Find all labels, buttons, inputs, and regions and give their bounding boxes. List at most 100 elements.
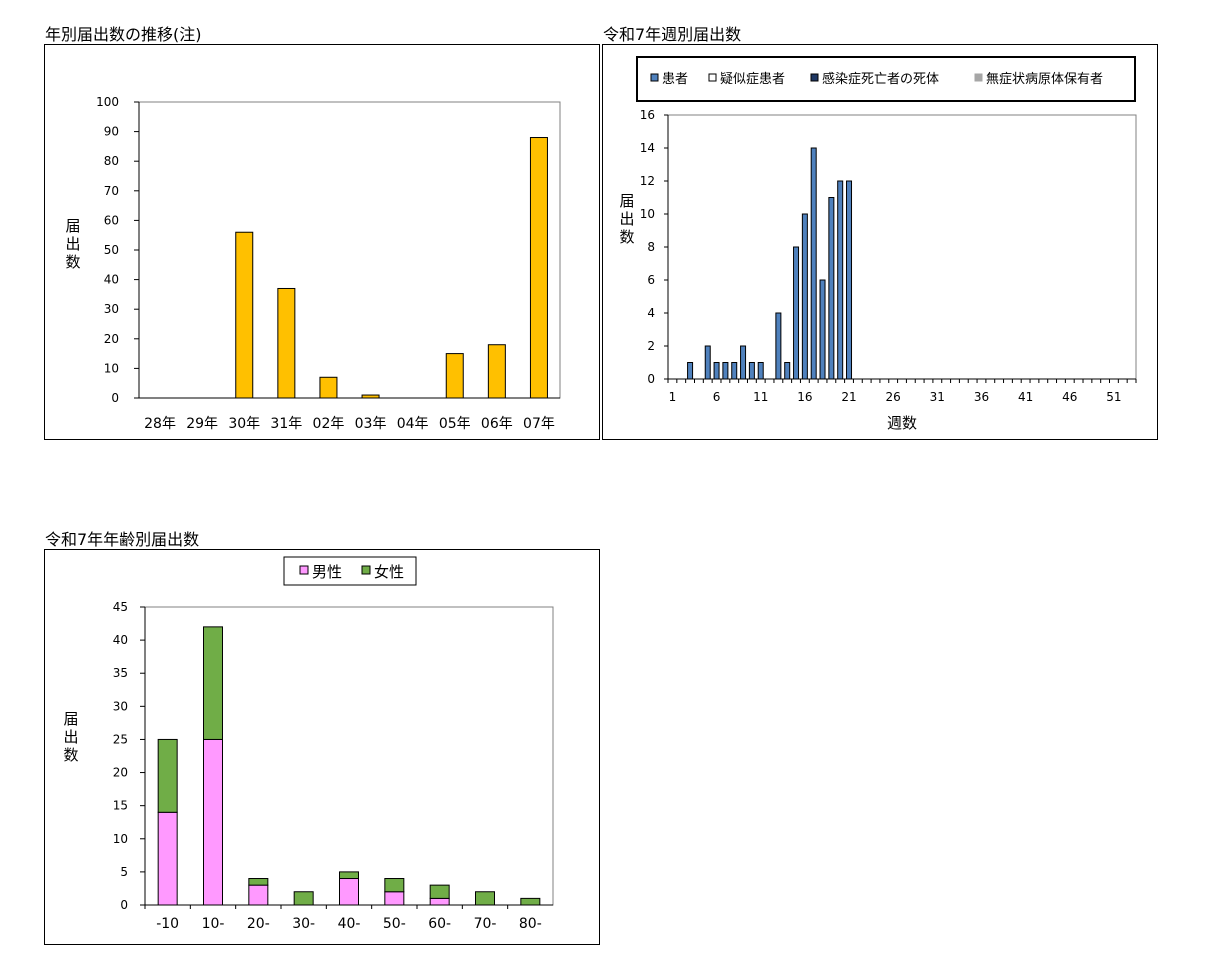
age-legend-swatch — [299, 565, 309, 575]
age-y-tick-label: 35 — [113, 666, 128, 680]
weekly-bar — [757, 362, 764, 380]
age-bar-segment — [339, 878, 359, 906]
weekly-bar — [810, 147, 817, 380]
annual-y-tick-label: 20 — [104, 332, 119, 346]
weekly-y-tick-label: 0 — [647, 372, 655, 386]
weekly-bar — [846, 180, 853, 380]
weekly-x-tick-label: 21 — [841, 390, 856, 404]
annual-bar — [529, 137, 548, 399]
annual-y-tick-label: 0 — [111, 391, 119, 405]
age-y-tick-label: 20 — [113, 766, 128, 780]
age-y-tick-label: 0 — [120, 898, 128, 912]
weekly-bar — [740, 345, 747, 380]
weekly-x-tick-label: 11 — [753, 390, 768, 404]
weekly-plot-area — [667, 114, 1137, 380]
weekly-bar — [793, 246, 800, 380]
age-y-tick-label: 25 — [113, 732, 128, 746]
age-bar-segment — [384, 891, 405, 906]
weekly-bar — [775, 312, 782, 380]
weekly-legend-label: 疑似症患者 — [720, 71, 785, 87]
age-x-tick-label: 10- — [202, 916, 225, 932]
weekly-bar — [837, 180, 844, 380]
weekly-x-tick-label: 41 — [1018, 390, 1033, 404]
age-x-tick-label: 80- — [519, 916, 542, 932]
age-x-tick-label: 20- — [247, 916, 270, 932]
age-x-tick-label: 30- — [292, 916, 315, 932]
age-legend-label: 男性 — [312, 563, 342, 581]
weekly-y-tick-label: 2 — [647, 339, 655, 353]
annual-x-tick-label: 07年 — [523, 416, 555, 432]
age-y-tick-label: 15 — [113, 799, 128, 813]
weekly-x-tick-label: 31 — [930, 390, 945, 404]
age-x-tick-label: 60- — [428, 916, 451, 932]
age-chart-title: 令和7年年齢別届出数 — [45, 530, 200, 549]
age-bar-segment — [203, 738, 223, 906]
weekly-bar — [819, 279, 826, 380]
weekly-y-tick-label: 10 — [640, 207, 655, 221]
weekly-y-axis-label: 届出数 — [619, 192, 634, 246]
weekly-x-tick-label: 51 — [1106, 390, 1121, 404]
age-y-tick-label: 5 — [120, 865, 128, 879]
age-y-tick-label: 30 — [113, 699, 128, 713]
annual-x-tick-label: 02年 — [313, 416, 345, 432]
annual-bar — [361, 394, 380, 399]
annual-y-tick-label: 10 — [104, 361, 119, 375]
weekly-y-tick-label: 12 — [640, 174, 655, 188]
weekly-bar — [731, 362, 738, 380]
weekly-legend-label: 患者 — [662, 72, 688, 87]
annual-y-tick-label: 30 — [104, 302, 119, 316]
age-bar-segment — [293, 891, 314, 906]
weekly-y-tick-label: 16 — [640, 108, 655, 122]
age-bar-segment — [203, 626, 223, 740]
age-x-tick-label: -10 — [156, 916, 179, 932]
weekly-bar — [713, 362, 720, 380]
age-bar-segment — [384, 878, 405, 893]
weekly-x-tick-label: 46 — [1062, 390, 1077, 404]
annual-y-tick-label: 70 — [104, 184, 119, 198]
age-bar-segment — [157, 738, 178, 813]
annual-chart-title: 年別届出数の推移(注) — [45, 25, 202, 44]
age-x-tick-label: 50- — [383, 916, 406, 932]
age-bar-segment — [339, 871, 359, 880]
weekly-bar — [722, 362, 729, 380]
weekly-x-tick-label: 26 — [886, 390, 901, 404]
annual-x-tick-label: 30年 — [228, 416, 260, 432]
annual-y-tick-label: 90 — [104, 125, 119, 139]
weekly-y-tick-label: 8 — [647, 240, 655, 254]
annual-x-tick-label: 31年 — [270, 416, 302, 432]
age-legend-label: 女性 — [374, 563, 404, 581]
annual-y-tick-label: 100 — [96, 95, 119, 109]
annual-bar — [235, 231, 254, 399]
age-bar-segment — [429, 884, 450, 899]
age-bar-segment — [429, 897, 450, 906]
weekly-bar — [687, 362, 694, 380]
weekly-bar — [784, 362, 791, 380]
annual-bar — [319, 376, 338, 399]
annual-bar — [277, 287, 296, 399]
annual-y-tick-label: 80 — [104, 154, 119, 168]
annual-bar — [487, 344, 506, 399]
weekly-chart-title: 令和7年週別届出数 — [603, 25, 742, 44]
annual-y-tick-label: 50 — [104, 243, 119, 257]
weekly-x-tick-label: 6 — [713, 390, 721, 404]
weekly-legend-swatch — [708, 73, 717, 82]
age-bar-segment — [520, 897, 541, 906]
age-bar-segment — [248, 878, 269, 886]
weekly-legend-swatch — [810, 73, 819, 82]
annual-bar — [445, 353, 464, 399]
age-x-tick-label: 40- — [338, 916, 361, 932]
weekly-y-tick-label: 4 — [647, 306, 655, 320]
weekly-y-tick-label: 6 — [647, 273, 655, 287]
annual-x-tick-label: 05年 — [439, 416, 471, 432]
weekly-bar — [828, 197, 835, 380]
weekly-bar — [748, 362, 755, 380]
weekly-bar — [801, 213, 808, 380]
weekly-x-tick-label: 1 — [669, 390, 677, 404]
annual-y-tick-label: 60 — [104, 213, 119, 227]
age-bar-segment — [475, 891, 495, 906]
age-x-tick-label: 70- — [474, 916, 497, 932]
age-y-tick-label: 40 — [113, 633, 128, 647]
